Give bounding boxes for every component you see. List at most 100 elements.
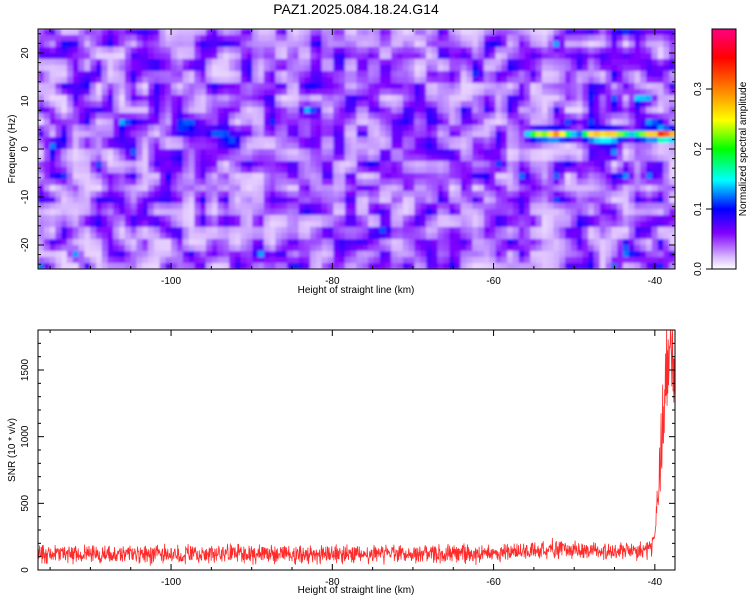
spectrogram-cell bbox=[321, 263, 329, 269]
spectrogram-cell bbox=[420, 107, 427, 114]
spectrogram-cell bbox=[449, 77, 456, 84]
spectrogram-cell bbox=[159, 161, 166, 168]
spectrogram-cell bbox=[443, 125, 450, 132]
spectrogram-cell bbox=[518, 71, 526, 78]
spectrogram-cell bbox=[159, 173, 166, 180]
spectrogram-cell bbox=[570, 233, 578, 240]
spectrogram-cell bbox=[501, 119, 508, 126]
spectrogram-cell bbox=[431, 143, 439, 150]
spectrogram-cell bbox=[397, 107, 404, 114]
spectrogram-cell bbox=[397, 119, 404, 126]
spectrogram-cell bbox=[408, 143, 416, 150]
spectrogram-cell bbox=[547, 65, 554, 72]
spectrogram-cell bbox=[258, 83, 265, 90]
spectrogram-cell bbox=[431, 173, 439, 180]
spectrogram-cell bbox=[362, 137, 369, 144]
spectrogram-cell bbox=[460, 29, 468, 36]
spectrogram-cell bbox=[634, 131, 641, 138]
spectrogram-cell bbox=[605, 185, 612, 192]
spectrogram-cell bbox=[437, 137, 444, 144]
spectrogram-cell bbox=[107, 59, 114, 66]
spectrogram-cell bbox=[269, 113, 277, 120]
spectrogram-cell bbox=[49, 155, 56, 162]
spectrogram-cell bbox=[663, 155, 670, 162]
spectrogram-cell bbox=[61, 71, 68, 78]
spectrogram-cell bbox=[373, 191, 381, 198]
spectrogram-cell bbox=[159, 35, 166, 42]
spectrogram-cell bbox=[159, 119, 166, 126]
spectrogram-cell bbox=[234, 257, 242, 264]
spectrogram-cell bbox=[489, 197, 497, 204]
spectrogram-cell bbox=[49, 245, 56, 252]
spectrogram-cell bbox=[194, 245, 201, 252]
spectrogram-cell bbox=[425, 35, 433, 42]
spectrogram-cell bbox=[536, 137, 543, 144]
spectrogram-cell bbox=[78, 191, 85, 198]
spectrogram-cell bbox=[553, 233, 560, 240]
spectrogram-cell bbox=[472, 149, 479, 156]
spectrogram-cell bbox=[530, 41, 537, 48]
spectrogram-cell bbox=[495, 47, 502, 54]
spectrogram-cell bbox=[478, 71, 485, 78]
spectrogram-cell bbox=[385, 119, 392, 126]
spectrogram-cell bbox=[495, 251, 502, 258]
spectrogram-cell bbox=[66, 125, 74, 132]
spectrogram-cell bbox=[269, 71, 277, 78]
spectrogram-cell bbox=[454, 125, 462, 132]
spectrogram-cell bbox=[61, 149, 68, 156]
spectrogram-cell bbox=[84, 239, 91, 246]
spectrogram-cell bbox=[142, 137, 149, 144]
spectrogram-cell bbox=[240, 119, 248, 126]
spectrogram-cell bbox=[646, 251, 653, 258]
spectrogram-cell bbox=[234, 125, 242, 132]
spectrogram-cell bbox=[651, 53, 659, 60]
spectrogram-cell bbox=[78, 137, 85, 144]
spectrogram-cell bbox=[414, 209, 421, 216]
spectrogram-cell bbox=[512, 59, 520, 66]
spectrogram-cell bbox=[182, 119, 190, 126]
spectrogram-cell bbox=[194, 215, 201, 222]
spectrogram-cell bbox=[124, 125, 132, 132]
spectrogram-cell bbox=[84, 77, 91, 84]
spectrogram-cell bbox=[397, 215, 404, 222]
spectrogram-cell bbox=[449, 245, 456, 252]
spectrogram-cell bbox=[489, 77, 497, 84]
spectrogram-cell bbox=[287, 239, 294, 246]
spectrogram-cell bbox=[130, 119, 138, 126]
spectrogram-cell bbox=[512, 137, 520, 144]
spectrogram-cell bbox=[397, 83, 404, 90]
spectrogram-cell bbox=[541, 83, 549, 90]
spectrogram-cell bbox=[84, 125, 91, 132]
spectrogram-cell bbox=[362, 173, 369, 180]
spectrogram-cell bbox=[136, 209, 143, 216]
spectrogram-cell bbox=[408, 179, 416, 186]
spectrogram-cell bbox=[176, 251, 184, 258]
spectrogram-cell bbox=[611, 137, 618, 144]
spectrogram-cell bbox=[252, 95, 259, 102]
spectrogram-cell bbox=[530, 119, 537, 126]
spectrogram-cell bbox=[252, 41, 259, 48]
spectrogram-cell bbox=[281, 161, 288, 168]
spectrogram-cell bbox=[269, 143, 277, 150]
spectrogram-cell bbox=[466, 215, 473, 222]
spectrogram-cell bbox=[443, 191, 450, 198]
spectrogram-cell bbox=[298, 107, 305, 114]
spectrogram-cell bbox=[119, 215, 126, 222]
spectrogram-cell bbox=[530, 245, 537, 252]
spectrogram-cell bbox=[171, 95, 178, 102]
spectrogram-cell bbox=[327, 239, 334, 246]
spectrogram-cell bbox=[171, 53, 178, 60]
spectrogram-cell bbox=[321, 137, 329, 144]
spectrogram-cell bbox=[501, 107, 508, 114]
spectrogram-cell bbox=[640, 77, 647, 84]
spectrogram-cell bbox=[414, 257, 421, 264]
spectrogram-cell bbox=[49, 227, 56, 234]
spectrogram-cell bbox=[246, 263, 253, 269]
spectrogram-cell bbox=[512, 89, 520, 96]
spectrogram-cell bbox=[385, 47, 392, 54]
spectrogram-cell bbox=[217, 35, 224, 42]
spectrogram-cell bbox=[281, 155, 288, 162]
spectrogram-cell bbox=[466, 227, 473, 234]
spectrogram-cell bbox=[530, 149, 537, 156]
spectrogram-cell bbox=[136, 113, 143, 120]
